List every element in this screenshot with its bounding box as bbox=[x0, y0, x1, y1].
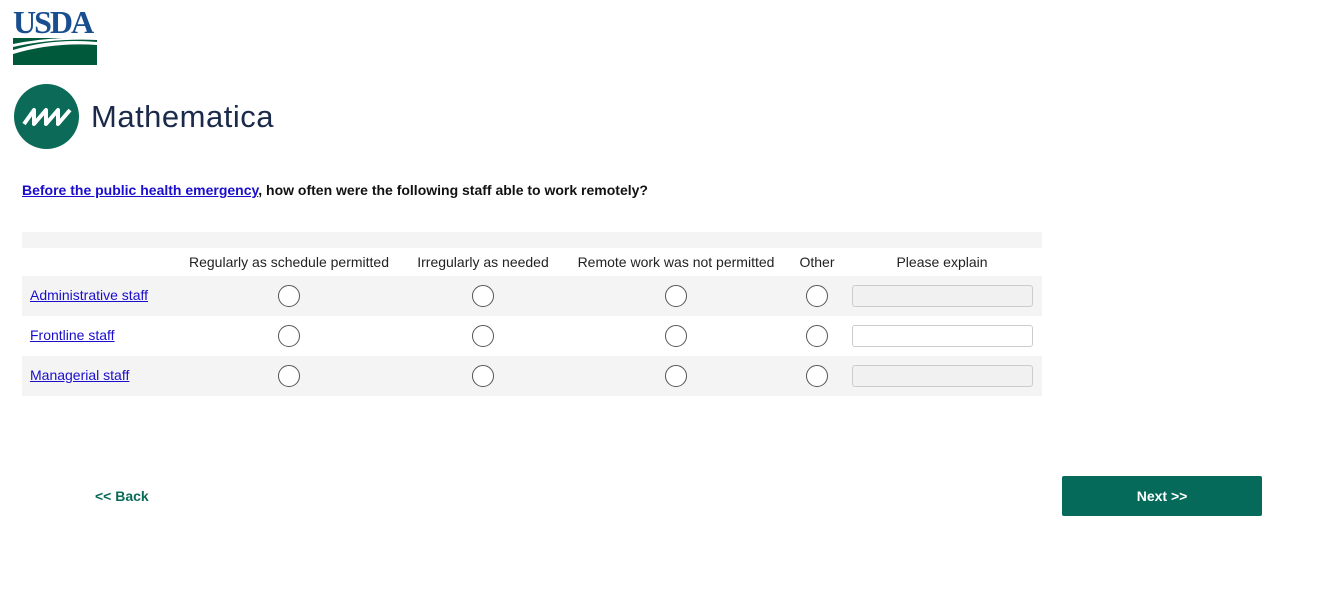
grid-row: Administrative staff bbox=[22, 276, 1042, 316]
question-text: Before the public health emergency, how … bbox=[22, 182, 648, 198]
explain-input[interactable] bbox=[851, 325, 1033, 347]
grid-header-strip bbox=[22, 232, 1042, 248]
grid-row: Frontline staff bbox=[22, 316, 1042, 356]
response-grid: Regularly as schedule permitted Irregula… bbox=[22, 232, 1042, 396]
radio-regularly[interactable] bbox=[278, 285, 300, 307]
column-header: Other bbox=[799, 254, 835, 270]
row-label-link[interactable]: Administrative staff bbox=[30, 287, 149, 303]
row-label-link[interactable]: Frontline staff bbox=[30, 327, 115, 343]
row-label-link[interactable]: Managerial staff bbox=[30, 367, 130, 383]
column-header: Regularly as schedule permitted bbox=[189, 254, 389, 270]
column-header: Remote work was not permitted bbox=[577, 254, 775, 270]
radio-irregularly[interactable] bbox=[472, 325, 494, 347]
back-button[interactable]: << Back bbox=[95, 488, 149, 504]
grid-row: Managerial staff bbox=[22, 356, 1042, 396]
radio-irregularly[interactable] bbox=[472, 365, 494, 387]
usda-logo: USDA bbox=[13, 6, 97, 65]
radio-not-permitted[interactable] bbox=[665, 325, 687, 347]
radio-other[interactable] bbox=[806, 285, 828, 307]
radio-not-permitted[interactable] bbox=[665, 365, 687, 387]
grid-header-row: Regularly as schedule permitted Irregula… bbox=[22, 248, 1042, 276]
mathematica-wordmark: Mathematica bbox=[91, 98, 274, 134]
radio-other[interactable] bbox=[806, 325, 828, 347]
radio-other[interactable] bbox=[806, 365, 828, 387]
radio-irregularly[interactable] bbox=[472, 285, 494, 307]
next-button[interactable]: Next >> bbox=[1062, 476, 1262, 516]
definition-link[interactable]: Before the public health emergency bbox=[22, 182, 259, 198]
radio-not-permitted[interactable] bbox=[665, 285, 687, 307]
column-header: Please explain bbox=[896, 254, 988, 270]
column-header: Irregularly as needed bbox=[417, 254, 549, 270]
radio-regularly[interactable] bbox=[278, 325, 300, 347]
explain-input[interactable] bbox=[851, 365, 1033, 387]
question-body: , how often were the following staff abl… bbox=[258, 182, 648, 198]
radio-regularly[interactable] bbox=[278, 365, 300, 387]
explain-input[interactable] bbox=[851, 285, 1033, 307]
mathematica-logo: Mathematica bbox=[14, 84, 274, 149]
